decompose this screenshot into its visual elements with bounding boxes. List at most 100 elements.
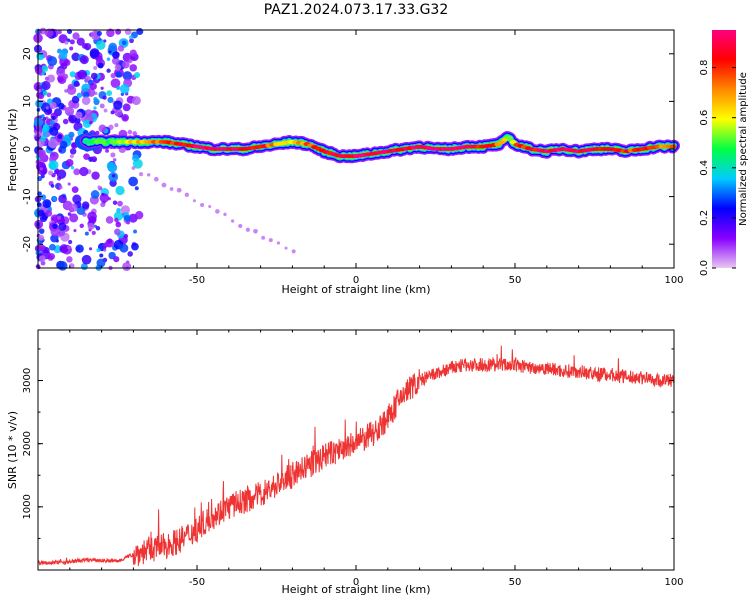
- snr-series-line: [37, 345, 675, 567]
- noise-blob: [38, 234, 45, 241]
- noise-blob: [111, 174, 116, 178]
- noise-blob: [39, 255, 46, 262]
- noise-blob: [103, 108, 108, 113]
- noise-blob: [52, 223, 58, 229]
- noise-blob: [40, 114, 45, 118]
- noise-blob: [83, 153, 90, 160]
- noise-blob: [96, 258, 106, 268]
- noise-blob: [93, 65, 98, 70]
- noise-blob: [117, 200, 123, 207]
- noise-blob: [57, 261, 68, 271]
- chart-title: PAZ1.2024.073.17.33.G32: [264, 2, 449, 18]
- noise-blob: [58, 102, 65, 110]
- snr-x-tick-label: -50: [189, 577, 205, 588]
- noise-blob: [71, 101, 80, 109]
- noise-blob: [123, 214, 131, 222]
- colorbar-gradient: [712, 30, 736, 268]
- noise-blob: [291, 249, 296, 254]
- noise-blob: [127, 251, 133, 257]
- noise-blob: [131, 154, 139, 162]
- noise-blob: [82, 119, 92, 128]
- noise-blob: [56, 215, 62, 220]
- noise-blob: [75, 244, 84, 253]
- noise-blob: [110, 110, 115, 115]
- noise-blob: [48, 170, 54, 176]
- snr-y-tick-label: 3000: [22, 368, 33, 393]
- noise-blob: [90, 190, 100, 199]
- noise-blob: [103, 248, 107, 252]
- noise-blob: [73, 80, 80, 87]
- noise-blob: [112, 200, 118, 205]
- ridge-core: [505, 135, 513, 140]
- noise-blob: [133, 229, 137, 234]
- noise-blob: [110, 152, 116, 158]
- noise-blob: [52, 196, 57, 202]
- noise-blob: [108, 50, 112, 54]
- spectrogram-x-tick-label: -50: [189, 275, 205, 286]
- noise-blob: [88, 247, 93, 251]
- noise-blob: [176, 187, 182, 193]
- noise-blob: [113, 100, 123, 110]
- noise-blob: [106, 161, 116, 171]
- noise-blob: [81, 96, 91, 105]
- noise-blob: [35, 124, 42, 131]
- noise-blob: [51, 115, 56, 121]
- noise-blob: [80, 71, 86, 77]
- noise-blob: [114, 64, 122, 71]
- noise-blob: [38, 228, 45, 234]
- noise-blob: [96, 248, 101, 253]
- noise-blob: [90, 72, 98, 80]
- noise-blob: [91, 156, 98, 163]
- noise-blob: [97, 62, 104, 69]
- noise-blob: [111, 57, 120, 65]
- noise-blob: [40, 194, 47, 200]
- noise-blob: [129, 49, 137, 57]
- noise-blob: [49, 243, 56, 251]
- noise-blob: [121, 113, 130, 122]
- noise-blob: [89, 48, 100, 58]
- noise-blob: [37, 165, 48, 176]
- noise-blob: [34, 66, 43, 75]
- noise-blob: [89, 82, 97, 90]
- spectrogram-y-tick-label: 10: [22, 95, 33, 108]
- spectrogram-ridge: [79, 131, 680, 164]
- noise-blob: [68, 239, 73, 245]
- noise-blob: [37, 209, 45, 217]
- noise-blob: [42, 199, 52, 209]
- noise-blob: [44, 28, 54, 38]
- noise-blob: [81, 201, 90, 210]
- colorbar-tick-label: 0.0: [699, 260, 710, 276]
- noise-blob: [103, 242, 109, 248]
- noise-blob: [115, 221, 122, 228]
- noise-blob: [131, 166, 136, 170]
- noise-blob: [58, 148, 63, 153]
- spectrogram-y-tick-label: -10: [22, 188, 33, 204]
- snr-y-tick-label: 2000: [22, 431, 33, 456]
- noise-blob: [95, 130, 100, 136]
- noise-blob: [105, 216, 114, 224]
- snr-x-ticks: -50 0 50 100: [69, 330, 684, 588]
- noise-blob: [261, 235, 266, 240]
- noise-blob: [93, 97, 98, 102]
- noise-blob: [44, 76, 50, 81]
- noise-blob: [91, 171, 100, 180]
- noise-blob: [108, 42, 118, 52]
- noise-blob: [50, 226, 61, 237]
- noise-blob: [68, 114, 78, 124]
- noise-blob: [115, 71, 122, 78]
- noise-blob: [56, 48, 63, 54]
- noise-blob: [98, 124, 107, 133]
- noise-blob: [120, 205, 130, 215]
- noise-blob: [106, 28, 115, 38]
- noise-blob: [50, 234, 59, 243]
- noise-blob: [110, 72, 116, 79]
- noise-blob: [72, 194, 82, 204]
- spectrogram-y-tick-label: 20: [22, 47, 33, 60]
- noise-blob: [66, 256, 73, 263]
- noise-blob: [46, 132, 51, 137]
- noise-blob: [121, 60, 130, 69]
- noise-blob: [47, 98, 53, 104]
- snr-y-ticks: 1000 2000 3000: [22, 348, 674, 539]
- noise-blob: [48, 160, 59, 171]
